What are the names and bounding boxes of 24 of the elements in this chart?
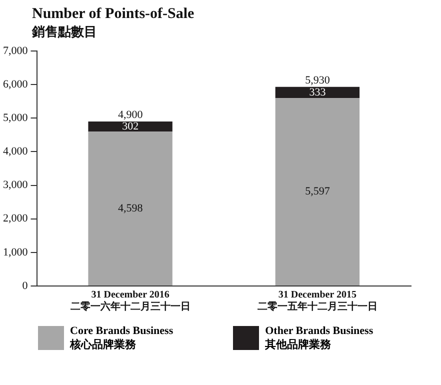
y-tick-label: 7,000	[3, 44, 28, 57]
y-tick-label: 0	[22, 280, 28, 292]
y-tick-label: 3,000	[3, 179, 28, 192]
y-tick-label: 6,000	[3, 78, 28, 90]
data-label: 333	[309, 86, 326, 98]
chart-title: Number of Points-of-Sale	[32, 6, 196, 23]
data-label: 302	[122, 120, 139, 132]
total-label: 4,900	[118, 108, 144, 121]
y-tick-label: 5,000	[3, 112, 28, 124]
y-tick-label: 4,000	[3, 146, 28, 158]
bar	[88, 122, 172, 132]
data-label: 5,597	[305, 186, 330, 198]
bar	[275, 98, 360, 286]
y-tick-label: 2,000	[3, 212, 28, 225]
legend-label: Other Brands Business 其他品牌業務	[265, 324, 374, 352]
chart-subtitle: 銷售點數目	[32, 23, 98, 41]
total-label: 5,930	[305, 74, 330, 86]
y-tick-label: 1,000	[3, 246, 28, 258]
x-tick-label: 31 December 2015 二零一五年十二月三十一日	[257, 290, 378, 313]
bar	[275, 86, 360, 98]
x-tick-label: 31 December 2016 二零一六年十二月三十一日	[70, 290, 190, 313]
data-label: 4,598	[118, 202, 144, 214]
legend-label: Core Brands Business 核心品牌業務	[70, 324, 174, 352]
bar	[88, 132, 172, 286]
